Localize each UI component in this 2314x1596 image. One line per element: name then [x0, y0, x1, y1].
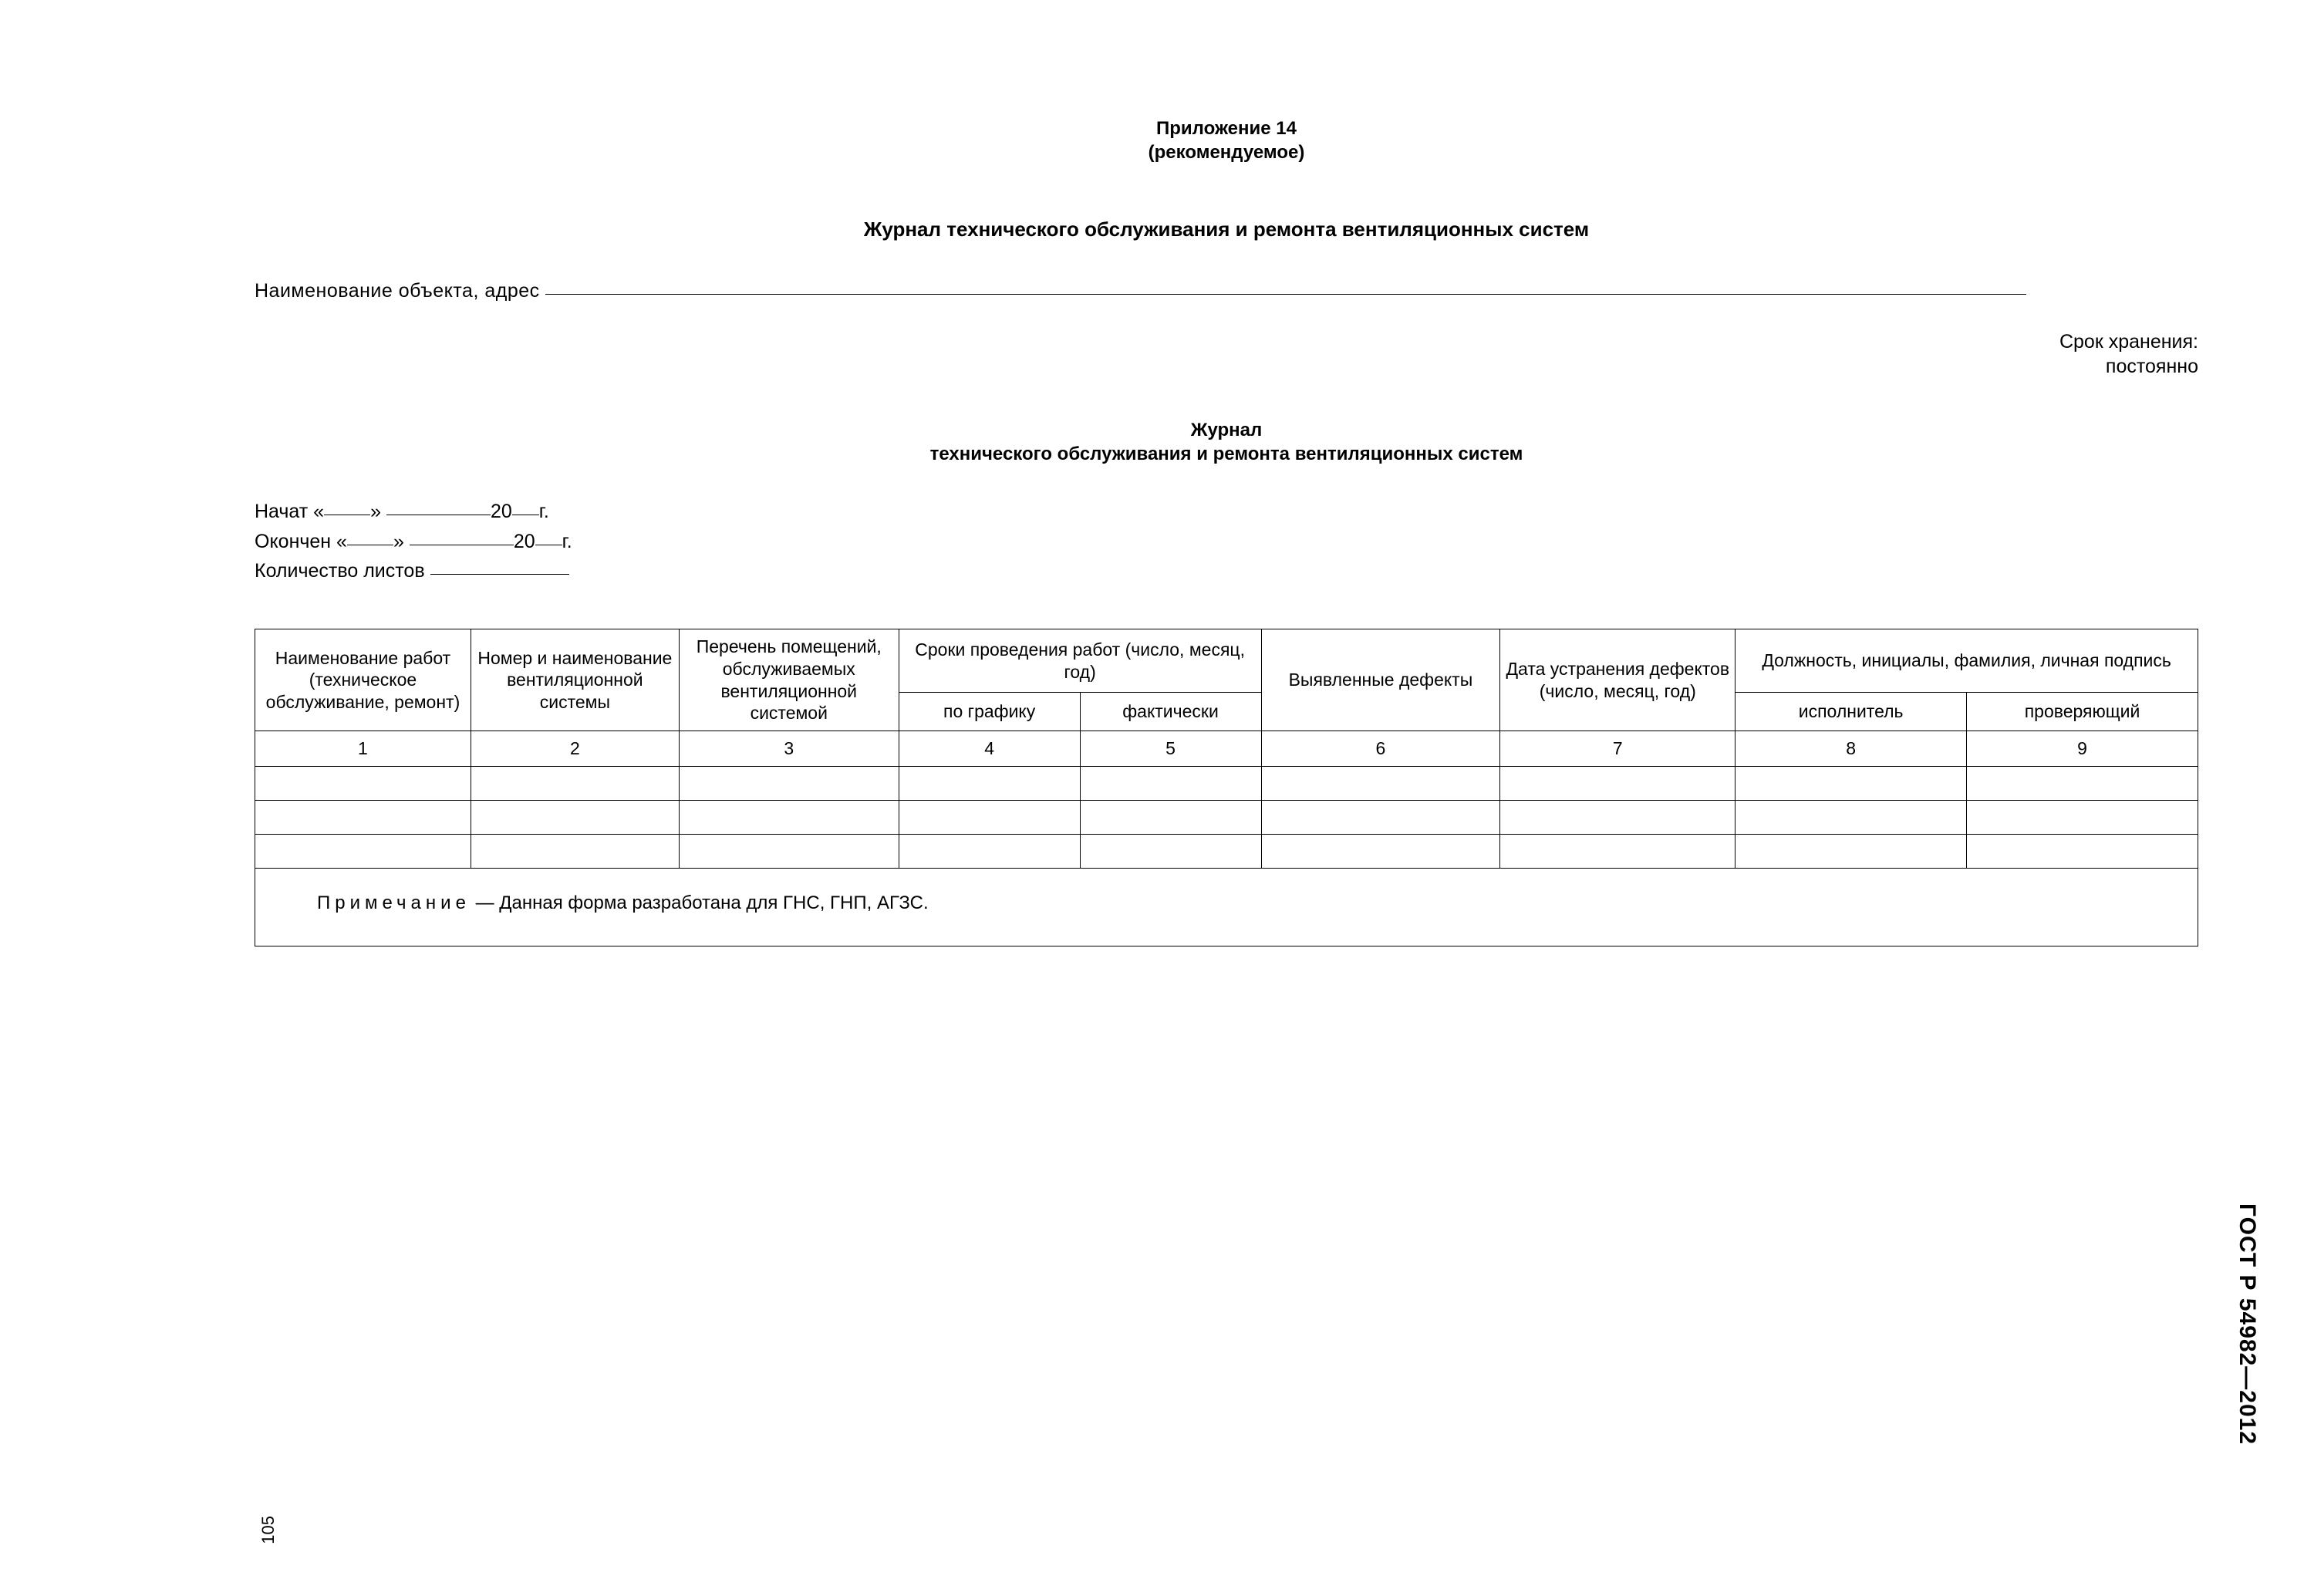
underline: [430, 574, 569, 575]
object-line: Наименование объекта, адрес: [255, 280, 2198, 302]
empty-cell: [471, 800, 679, 834]
started-line: Начат « » 20 г.: [255, 497, 2198, 527]
document-page: Приложение 14 (рекомендуемое) Журнал тех…: [255, 116, 2198, 946]
th-col8: исполнитель: [1736, 692, 1967, 731]
note-text: — Данная форма разработана для ГНС, ГНП,…: [471, 892, 929, 913]
note-label: Примечание: [317, 892, 471, 913]
th-col9: проверяющий: [1967, 692, 2198, 731]
storage-value: постоянно: [255, 354, 2198, 380]
y: 20: [514, 531, 535, 552]
empty-cell: [1500, 800, 1736, 834]
note-cell: Примечание — Данная форма разработана дл…: [255, 868, 2198, 946]
suffix: г.: [562, 531, 572, 552]
empty-cell: [1736, 800, 1967, 834]
th-col1: Наименование работ (техническое обслужив…: [255, 629, 471, 731]
num-cell: 9: [1967, 731, 2198, 767]
q: »: [393, 531, 410, 552]
num-cell: 3: [679, 731, 899, 767]
sheets-label: Количество листов: [255, 560, 425, 582]
empty-row: [255, 766, 2198, 800]
empty-cell: [679, 800, 899, 834]
empty-row: [255, 834, 2198, 868]
th-col45: Сроки проведения работ (число, месяц, го…: [899, 629, 1261, 693]
appendix-subtitle: (рекомендуемое): [255, 142, 2198, 164]
num-cell: 7: [1500, 731, 1736, 767]
num-cell: 6: [1261, 731, 1500, 767]
dates-block: Начат «» 20г. Окончен «» 20г. Количество…: [255, 497, 2198, 586]
th-col6: Выявленные дефекты: [1261, 629, 1500, 731]
journal-subtitle: технического обслуживания и ремонта вент…: [255, 442, 2198, 466]
empty-cell: [1080, 834, 1261, 868]
empty-cell: [1967, 800, 2198, 834]
empty-cell: [899, 766, 1080, 800]
empty-cell: [255, 800, 471, 834]
th-col2: Номер и наименование вентиляцион­ной сис…: [471, 629, 679, 731]
form-table: Наименование работ (техническое обслужив…: [255, 629, 2198, 946]
note-row: Примечание — Данная форма разработана дл…: [255, 868, 2198, 946]
num-cell: 4: [899, 731, 1080, 767]
th-col7: Дата устранения дефектов (число, месяц, …: [1500, 629, 1736, 731]
empty-cell: [255, 834, 471, 868]
number-row: 1 2 3 4 5 6 7 8 9: [255, 731, 2198, 767]
empty-cell: [1500, 766, 1736, 800]
num-cell: 8: [1736, 731, 1967, 767]
empty-cell: [1736, 834, 1967, 868]
th-col5: фактически: [1080, 692, 1261, 731]
suffix: г.: [539, 501, 549, 522]
storage-block: Срок хранения: постоянно: [255, 329, 2198, 380]
ended-line: Окончен « » 20 г.: [255, 527, 2198, 557]
th-col89: Должность, инициалы, фамилия, личная под…: [1736, 629, 2198, 693]
empty-cell: [679, 834, 899, 868]
q: »: [370, 501, 386, 522]
empty-cell: [471, 834, 679, 868]
started-label: Начат «: [255, 501, 324, 522]
empty-cell: [679, 766, 899, 800]
gost-label: ГОСТ Р 54982—2012: [2234, 1203, 2260, 1445]
empty-cell: [255, 766, 471, 800]
empty-cell: [1080, 800, 1261, 834]
empty-cell: [1967, 834, 2198, 868]
appendix-header: Приложение 14 (рекомендуемое): [255, 116, 2198, 164]
object-underline: [545, 294, 2026, 295]
th-col3: Перечень помещений, обслуживаемых вентил…: [679, 629, 899, 731]
num-cell: 5: [1080, 731, 1261, 767]
sheets-line: Количество листов: [255, 556, 2198, 586]
empty-cell: [899, 800, 1080, 834]
appendix-title: Приложение 14: [255, 116, 2198, 142]
page-number: 105: [258, 1516, 278, 1544]
th-col4: по графику: [899, 692, 1080, 731]
empty-cell: [899, 834, 1080, 868]
empty-cell: [1967, 766, 2198, 800]
header-row-1: Наименование работ (техническое обслужив…: [255, 629, 2198, 693]
empty-row: [255, 800, 2198, 834]
num-cell: 2: [471, 731, 679, 767]
empty-cell: [1261, 800, 1500, 834]
num-cell: 1: [255, 731, 471, 767]
y: 20: [491, 501, 512, 522]
journal-header: Журнал технического обслуживания и ремон…: [255, 418, 2198, 466]
empty-cell: [1261, 834, 1500, 868]
empty-cell: [1736, 766, 1967, 800]
object-label: Наименование объекта, адрес: [255, 280, 540, 302]
empty-cell: [1261, 766, 1500, 800]
ended-label: Окончен «: [255, 531, 347, 552]
empty-cell: [471, 766, 679, 800]
main-title: Журнал технического обслуживания и ремон…: [255, 218, 2198, 241]
empty-cell: [1500, 834, 1736, 868]
empty-cell: [1080, 766, 1261, 800]
journal-title: Журнал: [255, 418, 2198, 442]
storage-label: Срок хранения:: [255, 329, 2198, 355]
